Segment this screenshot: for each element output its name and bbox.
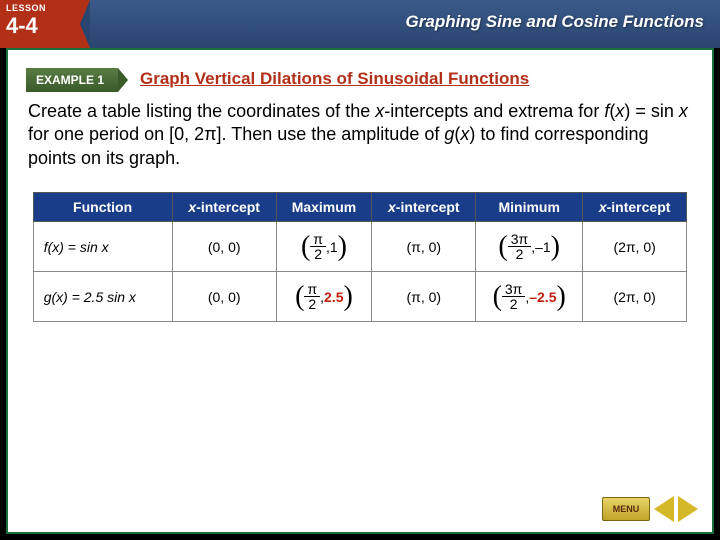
coord-cell: (3π2, –1) [476, 222, 582, 272]
table-header: Maximum [276, 193, 371, 222]
table-header: x-intercept [582, 193, 686, 222]
lesson-label: LESSON [6, 3, 84, 13]
coord-cell: (0, 0) [172, 222, 276, 272]
nav-bar: MENU [602, 496, 698, 522]
table-header: Minimum [476, 193, 582, 222]
content-frame: EXAMPLE 1 Graph Vertical Dilations of Si… [6, 48, 714, 534]
lesson-badge: LESSON 4-4 [0, 0, 90, 48]
coord-cell: (3π2, –2.5) [476, 272, 582, 322]
prev-arrow-icon[interactable] [654, 496, 674, 522]
table-row: g(x) = 2.5 sin x(0, 0)(π2, 2.5)(π, 0)(3π… [33, 272, 687, 322]
coord-cell: (π2, 2.5) [276, 272, 371, 322]
table-row: f(x) = sin x(0, 0)(π2, 1)(π, 0)(3π2, –1)… [33, 222, 687, 272]
coord-cell: (π, 0) [372, 222, 476, 272]
table-header: x-intercept [372, 193, 476, 222]
coord-cell: (π, 0) [372, 272, 476, 322]
example-title: Graph Vertical Dilations of Sinusoidal F… [140, 68, 529, 89]
function-cell: f(x) = sin x [33, 222, 172, 272]
table-header: Function [33, 193, 172, 222]
lesson-number: 4-4 [6, 15, 84, 37]
example-tab: EXAMPLE 1 [26, 68, 118, 92]
coord-cell: (π2, 1) [276, 222, 371, 272]
table-header: x-intercept [172, 193, 276, 222]
coord-cell: (2π, 0) [582, 272, 686, 322]
coord-cell: (0, 0) [172, 272, 276, 322]
coordinates-table: Functionx-interceptMaximumx-interceptMin… [33, 192, 688, 322]
function-cell: g(x) = 2.5 sin x [33, 272, 172, 322]
next-arrow-icon[interactable] [678, 496, 698, 522]
page-header: LESSON 4-4 Graphing Sine and Cosine Func… [0, 0, 720, 48]
menu-button[interactable]: MENU [602, 497, 650, 521]
coord-cell: (2π, 0) [582, 222, 686, 272]
instruction-text: Create a table listing the coordinates o… [28, 100, 692, 170]
chapter-title: Graphing Sine and Cosine Functions [406, 12, 704, 32]
example-heading-row: EXAMPLE 1 Graph Vertical Dilations of Si… [26, 68, 694, 92]
